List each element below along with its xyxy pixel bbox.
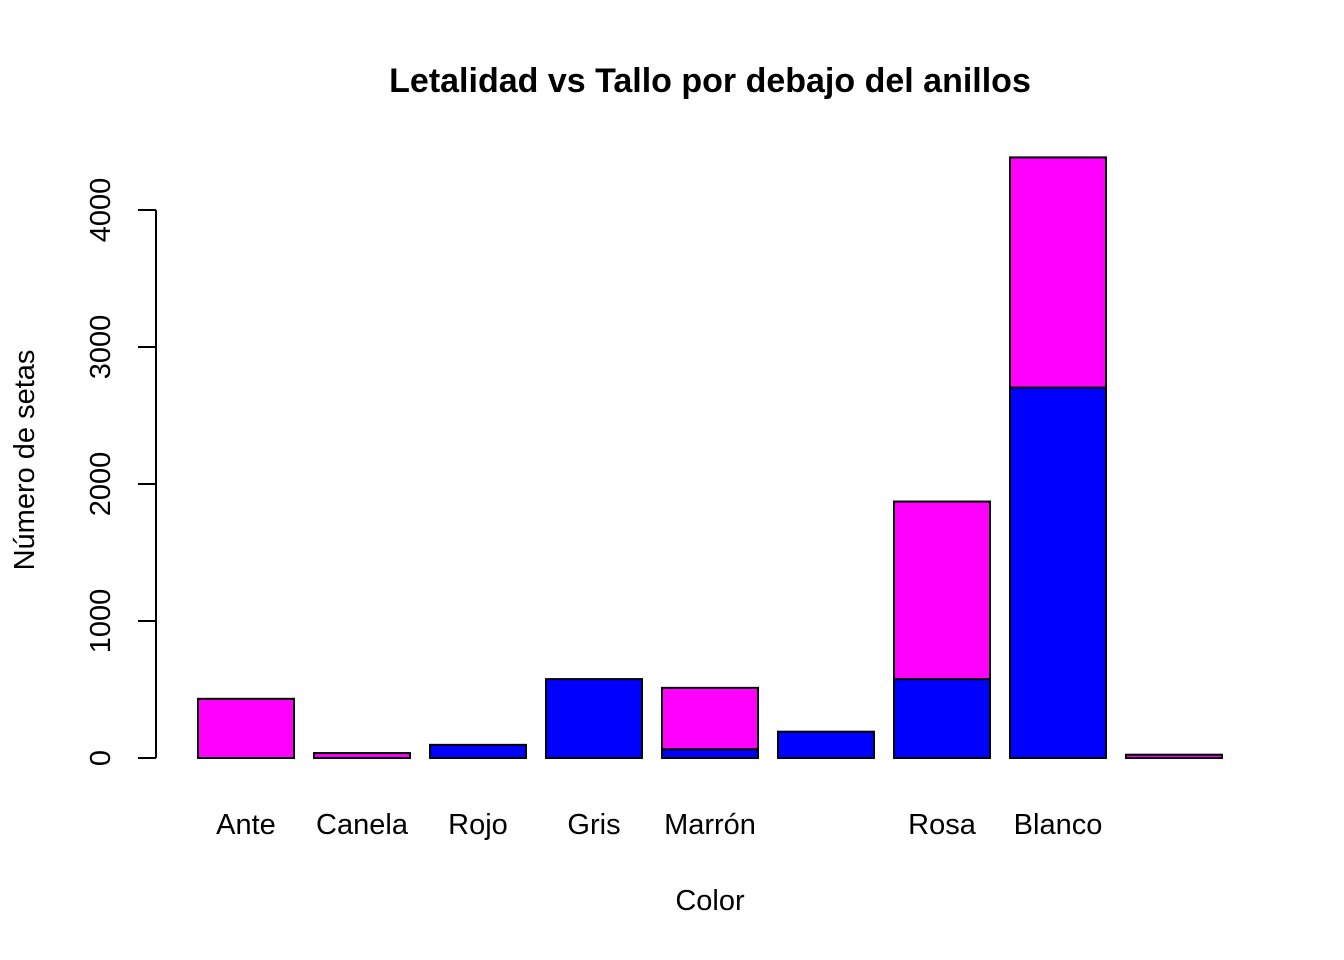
bar-segment — [313, 752, 411, 759]
x-tick-label: Marrón — [664, 809, 756, 841]
y-tick-label: 3000 — [85, 315, 117, 380]
bar-segment — [429, 743, 527, 760]
y-tick-label: 0 — [85, 750, 117, 766]
bar-segment — [777, 730, 875, 759]
x-tick-label: Ante — [216, 809, 276, 841]
chart-title: Letalidad vs Tallo por debajo del anillo… — [389, 62, 1031, 100]
x-tick-labels: Ante Canela Rojo Gris Marrón Rosa Blanco — [216, 809, 1102, 841]
bar-segment — [893, 678, 991, 760]
bar-segment — [893, 500, 991, 681]
x-tick-label: Blanco — [1014, 809, 1103, 841]
x-tick-label: Rojo — [448, 809, 508, 841]
bar-segment — [1009, 386, 1107, 759]
x-tick-label: Rosa — [908, 809, 977, 841]
y-tick-label: 1000 — [85, 589, 117, 654]
y-axis: 0 1000 2000 3000 4000 — [85, 178, 157, 766]
bar-segment — [661, 686, 759, 751]
x-axis-label: Color — [675, 885, 745, 917]
y-tick-label: 4000 — [85, 178, 117, 243]
bar-segment — [197, 697, 295, 759]
bar-segment — [1125, 753, 1223, 759]
bar-segment — [1009, 156, 1107, 389]
bars — [197, 156, 1223, 760]
bar-segment — [545, 678, 643, 760]
x-tick-label: Canela — [316, 809, 409, 841]
y-axis-label: Número de setas — [9, 350, 41, 571]
y-tick-label: 2000 — [85, 452, 117, 517]
bar-segment — [661, 748, 759, 759]
x-tick-label: Gris — [567, 809, 620, 841]
